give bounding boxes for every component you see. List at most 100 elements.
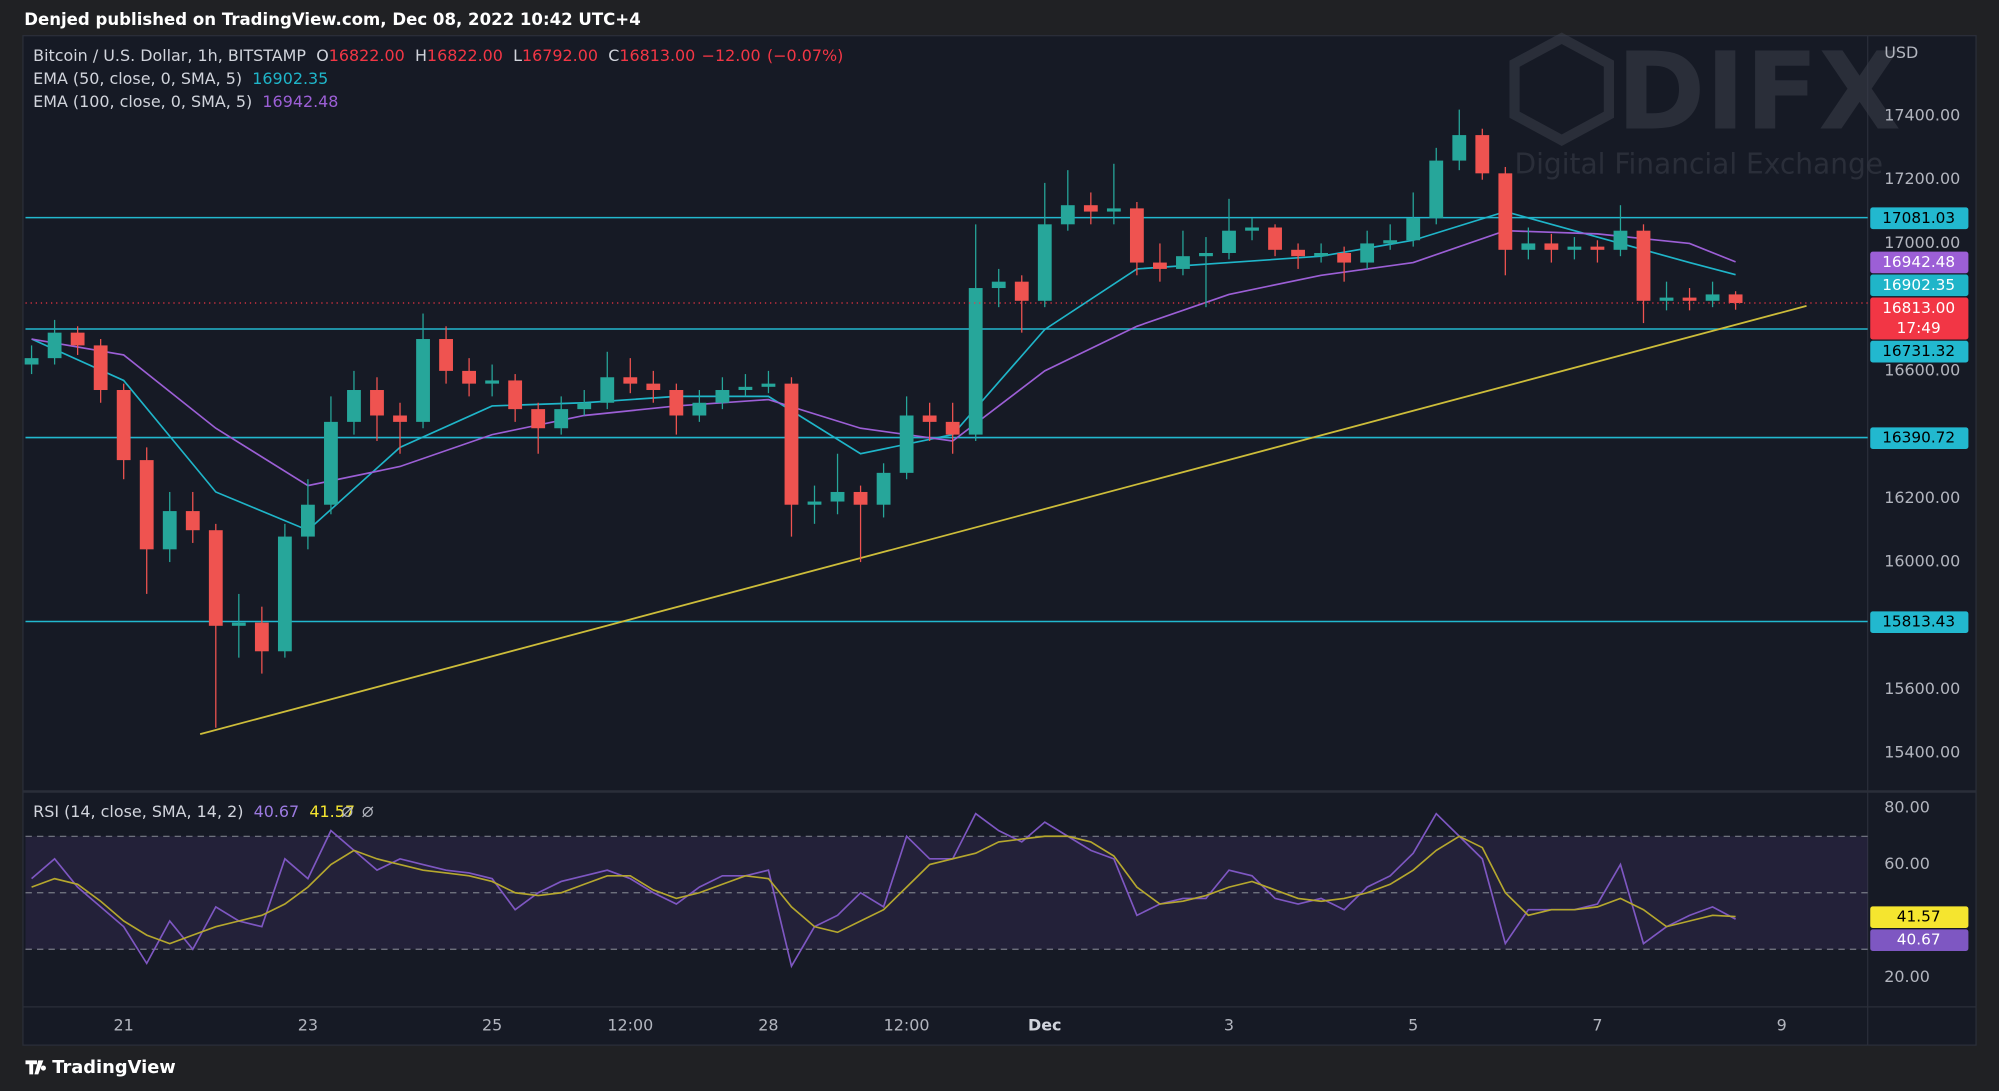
candle-body (991, 281, 1006, 289)
y-tick-label: 16000.00 (1884, 552, 1960, 571)
legend-title: Bitcoin / U.S. Dollar, 1h, BITSTAMP (33, 46, 306, 65)
candle-body (1245, 227, 1259, 231)
level-badge (1870, 340, 1969, 363)
rsi-badge (1870, 906, 1969, 929)
candle-body (1475, 135, 1490, 174)
level-badge-text: 15813.43 (1882, 613, 1955, 631)
level-badge-text: 16390.72 (1882, 429, 1955, 447)
y-tick-label: 15600.00 (1884, 679, 1960, 698)
y-tick-label: 16600.00 (1884, 360, 1960, 379)
candle-body (324, 421, 338, 505)
hide-icon-slash (362, 806, 374, 818)
candle-body (1406, 217, 1421, 241)
rsi-title: RSI (14, close, SMA, 14, 2) (33, 801, 243, 820)
candle-body (1659, 297, 1674, 301)
legend-key: L (513, 46, 522, 65)
candle-body (945, 421, 960, 435)
candle-body (1337, 252, 1352, 263)
legend-ema-value: 16902.35 (252, 69, 328, 88)
hide-icon-slash (341, 806, 353, 818)
watermark: DIFX Digital Financial Exchange (1509, 31, 1901, 181)
y-tick-label: 16200.00 (1884, 488, 1960, 507)
legend-value: 16792.00 (522, 46, 598, 65)
candle-body (1613, 230, 1628, 250)
hide-icon (362, 806, 373, 817)
trendline (199, 305, 1807, 735)
hide-icon (342, 806, 353, 817)
candle-body (185, 511, 200, 531)
rsi-badge (1870, 929, 1969, 951)
candle-body (922, 415, 937, 422)
candle-body (1314, 252, 1329, 257)
candle-body (347, 390, 361, 422)
watermark-logo: DIFX (1617, 31, 1901, 155)
publish-header: Denjed published on TradingView.com, Dec… (24, 10, 641, 29)
x-tick-label: 28 (758, 1016, 778, 1035)
candle-body (300, 504, 315, 537)
legend-value: 16822.00 (329, 46, 405, 65)
legend-value: 16813.00 (619, 46, 695, 65)
candle-body (1636, 230, 1651, 301)
footer-brand: TradingView (52, 1057, 176, 1078)
candle-body (1106, 208, 1121, 212)
level-badge (1870, 427, 1969, 450)
x-tick-label: 12:00 (607, 1016, 653, 1035)
candle-body (1383, 240, 1398, 244)
legend-ema-value: 16942.48 (262, 91, 338, 110)
last-price-badge (1870, 297, 1969, 340)
candle-body (853, 491, 868, 505)
candle-body (508, 380, 523, 410)
candle-body (1728, 294, 1743, 304)
candle-body (1567, 246, 1582, 250)
candle-body (139, 460, 154, 550)
legend-ema-name: EMA (50, close, 0, SMA, 5) (33, 69, 242, 88)
level-badge (1870, 611, 1969, 633)
candle-body (1544, 243, 1559, 250)
candle-body (116, 390, 131, 461)
chart-panel (22, 35, 1977, 1046)
level-badge-text: 16731.32 (1882, 342, 1955, 360)
rsi-value: 40.67 (254, 801, 300, 820)
legend-row: EMA (50, close, 0, SMA, 5) 16902.35 (33, 69, 328, 88)
candle-body (600, 377, 615, 403)
candle-body (761, 383, 776, 387)
legend-key: C (608, 46, 619, 65)
rsi-badge-text: 41.57 (1897, 908, 1941, 926)
y-tick-label: 17200.00 (1884, 169, 1960, 188)
candle-body (1291, 249, 1305, 257)
candle-body (47, 332, 62, 359)
candle-body (784, 383, 799, 505)
x-tick-label: Dec (1028, 1016, 1061, 1035)
legend-row: Bitcoin / U.S. Dollar, 1h, BITSTAMP O1682… (33, 46, 843, 65)
candle-body (1037, 224, 1052, 301)
candle-body (876, 472, 891, 505)
legend-change: −12.00 (702, 46, 761, 65)
candle-body (1129, 208, 1144, 263)
y-tick-label: 80.00 (1884, 798, 1930, 817)
x-tick-label: 5 (1408, 1016, 1418, 1035)
ema-badge-text: 16942.48 (1882, 253, 1955, 271)
candle-body (1199, 252, 1213, 257)
legend-change-pct: (−0.07%) (767, 46, 843, 65)
candle-body (1268, 227, 1282, 250)
legend-ema-name: EMA (100, close, 0, SMA, 5) (33, 91, 252, 110)
candle-body (208, 530, 223, 626)
candle-body (162, 511, 177, 550)
watermark-logo-shape (1509, 32, 1614, 146)
legend-value: 16822.00 (427, 46, 503, 65)
ema-badge (1870, 251, 1969, 274)
y-tick-label: 17400.00 (1884, 105, 1960, 124)
candle-body (462, 370, 477, 384)
rsi-line (31, 835, 1736, 945)
candle-body (1429, 160, 1444, 218)
candle-body (531, 409, 546, 429)
candle-body (1498, 173, 1513, 250)
candle-body (24, 358, 39, 365)
candle-body (807, 501, 822, 505)
candle-body (1060, 205, 1075, 225)
candle-body (93, 345, 108, 391)
candle-body (277, 536, 292, 652)
